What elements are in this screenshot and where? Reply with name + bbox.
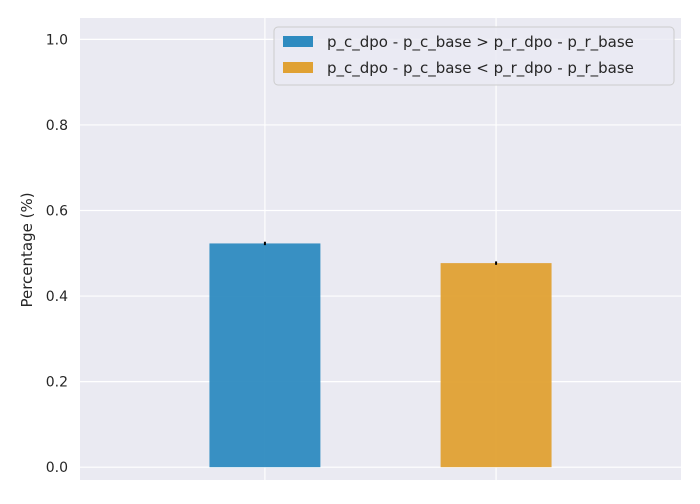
legend: p_c_dpo - p_c_base > p_r_dpo - p_r_base … [273,26,675,86]
legend-label-series-1: p_c_dpo - p_c_base > p_r_dpo - p_r_base [327,33,634,52]
bar-series-2 [440,263,552,468]
y-axis-label: Percentage (%) [18,192,36,307]
bar-series-1 [209,243,321,468]
y-tick-label: 0.6 [46,204,68,220]
y-tick-label: 0.2 [46,375,68,391]
y-tick-label: 0.0 [46,460,68,476]
y-axis-ticks: 0.0 0.2 0.4 0.6 0.8 1.0 [46,32,68,476]
bars [209,241,552,468]
legend-label-series-2: p_c_dpo - p_c_base < p_r_dpo - p_r_base [327,59,634,78]
y-tick-label: 0.4 [46,289,68,305]
legend-swatch-series-1 [283,36,313,47]
plot-background [80,18,681,480]
y-tick-label: 0.8 [46,118,68,134]
legend-swatch-series-2 [283,62,313,73]
y-tick-label: 1.0 [46,32,68,48]
legend-box [273,26,675,86]
